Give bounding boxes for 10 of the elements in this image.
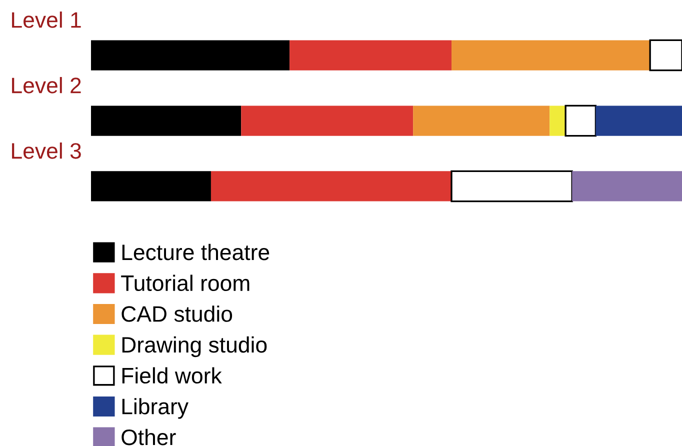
legend-label: Drawing studio [122, 336, 267, 358]
y-tick-label: Level 2 [12, 77, 81, 94]
y-tick-label: Level 1 [12, 12, 81, 28]
legend-label: Lecture theatre [122, 244, 270, 260]
y-tick-label: Level 3 [12, 142, 81, 159]
legend-label: Field work [122, 367, 222, 384]
legend-label: Tutorial room [121, 274, 250, 292]
legend-label: Library [122, 398, 188, 419]
legend-label: Other [122, 428, 176, 446]
legend-label: CAD studio [122, 306, 232, 322]
